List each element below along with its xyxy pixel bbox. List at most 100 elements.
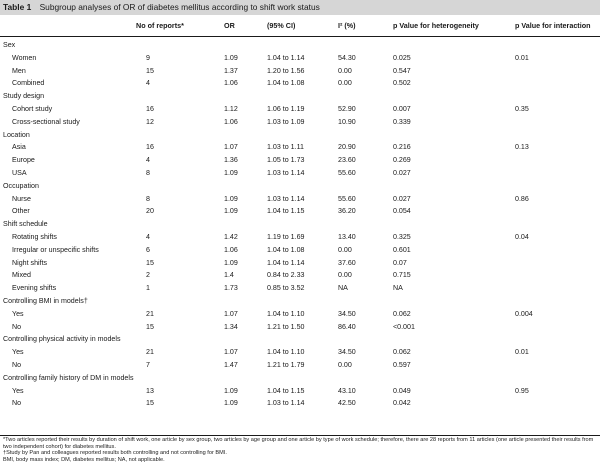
cell-ci: 1.03 to 1.14 [267, 399, 305, 408]
cell-i2: 0.00 [338, 79, 352, 88]
cell-label: Europe [12, 156, 35, 165]
cell-n: 9 [146, 53, 150, 62]
table-row: USA 8 1.09 1.03 to 1.14 55.60 0.027 [0, 167, 600, 179]
table-row: Women 9 1.09 1.04 to 1.14 54.30 0.025 0.01 [0, 52, 600, 64]
table-footnotes: *Two articles reported their results by … [3, 437, 595, 463]
cell-ci: 0.84 to 2.33 [267, 271, 305, 280]
cell-n: 4 [146, 156, 150, 165]
table-row: Cohort study 16 1.12 1.06 to 1.19 52.90 0.007… [0, 103, 600, 115]
cell-ci: 1.04 to 1.15 [267, 207, 305, 216]
cell-ci: 1.05 to 1.73 [267, 156, 305, 165]
header-or: OR [224, 21, 235, 30]
cell-ci: 1.04 to 1.10 [267, 348, 305, 357]
section-label: Shift schedule [3, 220, 48, 229]
cell-p-het: <0.001 [393, 322, 415, 331]
cell-label: Asia [12, 143, 26, 152]
cell-i2: 0.00 [338, 245, 352, 254]
cell-label: Nurse [12, 194, 31, 203]
cell-i2: 37.60 [338, 258, 356, 267]
table-row: Mixed 2 1.4 0.84 to 2.33 0.00 0.715 [0, 269, 600, 281]
section-label: Controlling family history of DM in mode… [3, 373, 134, 382]
table-row: Yes 13 1.09 1.04 to 1.15 43.10 0.049 0.95 [0, 385, 600, 397]
cell-n: 20 [146, 207, 154, 216]
table-row: Night shifts 15 1.09 1.04 to 1.14 37.60 0.07 [0, 257, 600, 269]
cell-i2: 43.10 [338, 386, 356, 395]
cell-p-het: 0.269 [393, 156, 411, 165]
cell-label: Cross-sectional study [12, 117, 80, 126]
cell-i2: 36.20 [338, 207, 356, 216]
cell-label: Irregular or unspecific shifts [12, 245, 99, 254]
cell-ci: 1.04 to 1.14 [267, 53, 305, 62]
table-section-row: Controlling physical activity in models [0, 333, 600, 345]
cell-or: 1.09 [224, 386, 238, 395]
cell-n: 15 [146, 66, 154, 75]
cell-p-het: NA [393, 284, 403, 293]
cell-or: 1.09 [224, 399, 238, 408]
cell-i2: 55.60 [338, 194, 356, 203]
cell-p-het: 0.597 [393, 361, 411, 369]
cell-or: 1.09 [224, 169, 238, 177]
table-row: Yes 21 1.07 1.04 to 1.10 34.50 0.062 0.01 [0, 346, 600, 358]
footnote-abbreviations: BMI, body mass index; DM, diabetes melli… [3, 456, 165, 463]
cell-or: 1.36 [224, 156, 238, 165]
cell-label: Men [12, 66, 26, 75]
cell-p-het: 0.339 [393, 117, 411, 126]
cell-or: 1.09 [224, 53, 238, 62]
cell-or: 1.06 [224, 79, 238, 88]
cell-ci: 1.04 to 1.15 [267, 386, 305, 395]
cell-i2: 86.40 [338, 322, 356, 331]
cell-p-het: 0.027 [393, 194, 411, 203]
table-row: Nurse 8 1.09 1.03 to 1.14 55.60 0.027 0.86 [0, 193, 600, 205]
cell-ci: 1.04 to 1.08 [267, 245, 305, 254]
cell-n: 16 [146, 105, 154, 113]
table-row: No 15 1.09 1.03 to 1.14 42.50 0.042 [0, 397, 600, 409]
table-row: Rotating shifts 4 1.42 1.19 to 1.69 13.40 0.3… [0, 231, 600, 243]
cell-or: 1.42 [224, 233, 238, 241]
cell-p-het: 0.325 [393, 233, 411, 241]
table-number: Table 1 [3, 2, 32, 12]
cell-n: 15 [146, 322, 154, 331]
cell-or: 1.4 [224, 271, 234, 280]
cell-n: 21 [146, 348, 154, 357]
cell-i2: 34.50 [338, 348, 356, 357]
table-row: Asia 16 1.07 1.03 to 1.11 20.90 0.216 0.13 [0, 141, 600, 153]
cell-or: 1.09 [224, 207, 238, 216]
cell-or: 1.06 [224, 245, 238, 254]
cell-i2: NA [338, 284, 348, 293]
table-section-row: Controlling BMI in models† [0, 295, 600, 307]
cell-or: 1.09 [224, 258, 238, 267]
cell-or: 1.12 [224, 105, 238, 113]
cell-p-het: 0.025 [393, 53, 411, 62]
cell-ci: 1.06 to 1.19 [267, 105, 305, 113]
cell-p-int: 0.86 [515, 194, 529, 203]
cell-p-het: 0.547 [393, 66, 411, 75]
cell-ci: 1.21 to 1.50 [267, 322, 305, 331]
footnote-pan-study: †Study by Pan and colleagues reported re… [3, 450, 227, 457]
cell-label: Yes [12, 386, 24, 395]
cell-label: USA [12, 169, 27, 177]
cell-n: 8 [146, 169, 150, 177]
table-section-row: Location [0, 129, 600, 141]
cell-p-het: 0.601 [393, 245, 411, 254]
table-section-row: Sex [0, 39, 600, 51]
cell-or: 1.47 [224, 361, 238, 369]
cell-or: 1.07 [224, 348, 238, 357]
table-row: Men 15 1.37 1.20 to 1.56 0.00 0.547 [0, 65, 600, 77]
cell-p-int: 0.95 [515, 386, 529, 395]
cell-label: No [12, 322, 22, 331]
table-row: Irregular or unspecific shifts 6 1.06 1.04 … [0, 244, 600, 256]
cell-label: Mixed [12, 271, 31, 280]
cell-p-het: 0.062 [393, 309, 411, 318]
cell-i2: 0.00 [338, 271, 352, 280]
cell-ci: 0.85 to 3.52 [267, 284, 305, 293]
table-section-row: Shift schedule [0, 218, 600, 230]
cell-i2: 55.60 [338, 169, 356, 177]
cell-ci: 1.03 to 1.14 [267, 194, 305, 203]
cell-n: 15 [146, 399, 154, 408]
cell-n: 7 [146, 361, 150, 369]
cell-label: Evening shifts [12, 284, 57, 293]
cell-label: Yes [12, 309, 24, 318]
table-bottom-rule [0, 435, 600, 436]
cell-or: 1.37 [224, 66, 238, 75]
cell-p-het: 0.062 [393, 348, 411, 357]
